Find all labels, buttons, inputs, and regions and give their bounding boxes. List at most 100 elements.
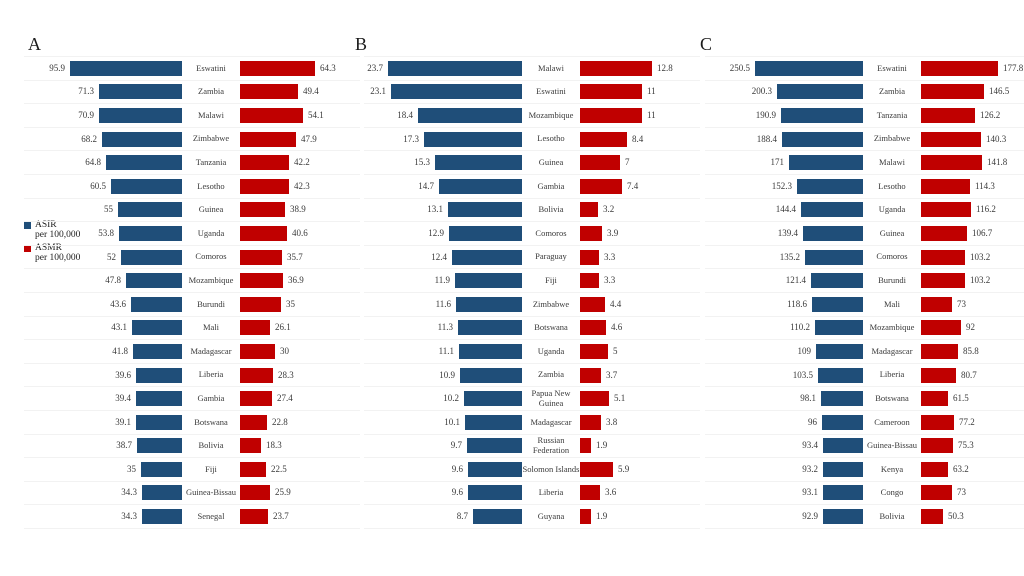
asmr-value: 11 [647,86,656,97]
asir-bar-zone: 23.7 [364,60,522,76]
asir-bar [70,60,182,76]
asmr-bar-zone: 114.3 [921,178,1024,194]
asir-value: 35 [127,463,136,474]
asmr-bar-zone: 63.2 [921,461,1024,477]
asir-bar-zone: 71.3 [24,84,182,100]
asir-bar [133,343,182,359]
table-row: 38.7 Bolivia 18.3 [24,435,360,459]
asir-value: 64.8 [85,157,101,168]
asir-value: 10.2 [443,393,459,404]
asir-value: 34.3 [121,487,137,498]
asir-bar [473,509,522,525]
asir-value: 188.4 [756,133,777,144]
panel-c: C 250.5 Eswatini 177.8 200.3 Zambia 146.… [700,30,1024,529]
asmr-value: 73 [957,487,966,498]
asir-value: 34.3 [121,511,137,522]
asir-bar [821,391,863,407]
asmr-bar-zone: 4.4 [580,296,700,312]
asmr-value: 61.5 [953,393,969,404]
asir-value: 9.7 [450,440,462,451]
asir-bar [439,178,522,194]
country-label: Malawi [198,109,224,120]
asmr-bar [580,343,608,359]
country-label: Bolivia [538,204,564,215]
panel-rows: 23.7 Malawi 12.8 23.1 Eswatini 11 18.4 M… [364,56,700,529]
asmr-bar [921,414,954,430]
asir-bar [459,343,522,359]
asmr-value: 49.4 [303,86,319,97]
country-label: Russian Federation [532,435,570,455]
asmr-bar [921,320,961,336]
country-label: Eswatini [877,62,907,73]
country-label: Mali [202,322,220,333]
asir-value: 250.5 [729,62,750,73]
asir-bar [468,461,522,477]
table-row: 93.4 Guinea-Bissau 75.3 [705,435,1024,459]
country-label: Guyana [537,510,565,521]
asmr-value: 103.2 [970,251,991,262]
asir-bar-zone: 41.8 [24,343,182,359]
asir-bar [118,202,182,218]
country-label: Bolivia [198,440,224,451]
asmr-bar-zone: 177.8 [921,60,1024,76]
asir-bar-zone: 8.7 [364,509,522,525]
table-row: 35 Fiji 22.5 [24,458,360,482]
asir-bar-zone: 12.4 [364,249,522,265]
asmr-bar-zone: 141.8 [921,155,1024,171]
asmr-bar [240,84,298,100]
asmr-bar-zone: 5 [580,343,700,359]
asmr-bar [921,131,981,147]
asmr-value: 146.5 [989,86,1010,97]
asir-bar [811,273,863,289]
country-label: Zimbabwe [873,133,911,144]
asmr-bar-zone: 3.3 [580,273,700,289]
asir-bar [388,60,522,76]
table-row: 135.2 Comoros 103.2 [705,246,1024,270]
asmr-bar-zone: 49.4 [240,84,360,100]
asir-value: 171 [770,157,785,168]
asir-bar [815,320,863,336]
asmr-bar-zone: 106.7 [921,225,1024,241]
asmr-value: 177.8 [1003,62,1024,73]
asmr-value: 47.9 [301,133,317,144]
asir-value: 9.6 [451,463,463,474]
asmr-bar-zone: 103.2 [921,249,1024,265]
asir-bar-zone: 52 [24,249,182,265]
asir-bar [106,155,182,171]
asmr-bar [580,320,606,336]
table-row: 11.6 Zimbabwe 4.4 [364,293,700,317]
asmr-value: 27.4 [277,393,293,404]
asir-bar-zone: 171 [705,155,863,171]
asmr-bar-zone: 4.6 [580,320,700,336]
table-row: 190.9 Tanzania 126.2 [705,104,1024,128]
asmr-bar [921,202,971,218]
asmr-bar-zone: 77.2 [921,414,1024,430]
asmr-bar-zone: 3.9 [580,225,700,241]
asmr-value: 77.2 [959,416,975,427]
country-label: Mozambique [188,274,234,285]
asir-value: 11.1 [438,345,454,356]
asmr-bar-zone: 80.7 [921,367,1024,383]
asir-bar [460,367,522,383]
asir-bar-zone: 11.3 [364,320,522,336]
asmr-bar-zone: 40.6 [240,225,360,241]
asmr-value: 3.7 [606,369,618,380]
asmr-bar [240,320,270,336]
asmr-value: 5 [613,345,618,356]
asir-bar-zone: 11.6 [364,296,522,312]
table-row: 60.5 Lesotho 42.3 [24,175,360,199]
country-label: Madagascar [190,345,232,356]
asmr-value: 64.3 [320,62,336,73]
table-row: 23.1 Eswatini 11 [364,81,700,105]
asmr-value: 7 [625,157,630,168]
country-label: Comoros [195,251,227,262]
asir-bar-zone: 10.2 [364,391,522,407]
asmr-value: 106.7 [972,227,993,238]
asmr-bar-zone: 22.5 [240,461,360,477]
table-row: 139.4 Guinea 106.7 [705,222,1024,246]
asmr-bar [240,60,315,76]
asmr-value: 3.9 [607,227,619,238]
country-label: Botswana [194,416,228,427]
asir-value: 47.8 [105,275,121,286]
asir-bar-zone: 190.9 [705,107,863,123]
